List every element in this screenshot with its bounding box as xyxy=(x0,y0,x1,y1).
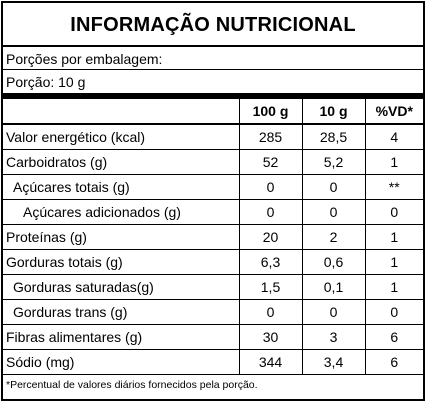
value-per-100g: 6,3 xyxy=(238,248,302,274)
nutrition-facts-panel: INFORMAÇÃO NUTRICIONAL Porções por embal… xyxy=(1,1,425,401)
header-per-serving: 10 g xyxy=(301,99,365,125)
header-per-100g: 100 g xyxy=(238,99,302,125)
value-per-serving: 2 xyxy=(301,223,365,249)
value-per-100g: 344 xyxy=(238,348,302,374)
nutrient-label: Fibras alimentares (g) xyxy=(3,323,239,349)
table-row: Sódio (mg) 344 3,4 6 xyxy=(3,348,423,374)
value-per-100g: 0 xyxy=(238,173,302,199)
table-row: Valor energético (kcal) 285 28,5 4 xyxy=(3,124,423,149)
value-daily-percent: 0 xyxy=(364,298,423,324)
value-per-100g: 0 xyxy=(238,198,302,224)
nutrient-label: Açúcares adicionados (g) xyxy=(3,198,239,224)
value-per-100g: 0 xyxy=(238,298,302,324)
header-daily-value: %VD* xyxy=(364,99,423,125)
footnote: *Percentual de valores diários fornecido… xyxy=(3,374,423,396)
nutrient-label: Gorduras totais (g) xyxy=(3,248,239,274)
value-per-serving: 28,5 xyxy=(301,124,365,149)
nutrient-label: Açúcares totais (g) xyxy=(3,173,239,199)
value-per-serving: 0 xyxy=(301,298,365,324)
value-per-100g: 1,5 xyxy=(238,273,302,299)
value-daily-percent: ** xyxy=(364,173,423,199)
table-row: Fibras alimentares (g) 30 3 6 xyxy=(3,323,423,349)
value-per-serving: 0,6 xyxy=(301,248,365,274)
value-per-serving: 5,2 xyxy=(301,148,365,174)
value-daily-percent: 1 xyxy=(364,273,423,299)
value-per-serving: 3 xyxy=(301,323,365,349)
value-daily-percent: 0 xyxy=(364,198,423,224)
value-per-serving: 0 xyxy=(301,198,365,224)
nutrient-label: Sódio (mg) xyxy=(3,348,239,374)
table-row: Gorduras saturadas(g) 1,5 0,1 1 xyxy=(3,273,423,299)
value-per-100g: 52 xyxy=(238,148,302,174)
table-row: Carboidratos (g) 52 5,2 1 xyxy=(3,148,423,174)
table-row: Gorduras trans (g) 0 0 0 xyxy=(3,298,423,324)
header-blank xyxy=(3,99,239,125)
panel-title: INFORMAÇÃO NUTRICIONAL xyxy=(3,3,423,47)
serving-size: Porção: 10 g xyxy=(6,74,86,90)
table-row: Gorduras totais (g) 6,3 0,6 1 xyxy=(3,248,423,274)
value-per-serving: 0,1 xyxy=(301,273,365,299)
nutrient-label: Proteínas (g) xyxy=(3,223,239,249)
nutrition-table: 100 g 10 g %VD* Valor energético (kcal) 2… xyxy=(3,99,423,374)
value-daily-percent: 6 xyxy=(364,323,423,349)
servings-per-package: Porções por embalagem: xyxy=(3,47,423,70)
value-per-100g: 30 xyxy=(238,323,302,349)
table-header-row: 100 g 10 g %VD* xyxy=(3,99,423,125)
nutrient-label: Valor energético (kcal) xyxy=(6,128,146,145)
value-daily-percent: 1 xyxy=(364,223,423,249)
thick-divider xyxy=(3,93,423,99)
nutrient-label: Gorduras trans (g) xyxy=(3,298,239,324)
table-row: Açúcares adicionados (g) 0 0 0 xyxy=(3,198,423,224)
nutrient-label: Gorduras saturadas(g) xyxy=(3,273,239,299)
value-daily-percent: 1 xyxy=(364,148,423,174)
value-daily-percent: 1 xyxy=(364,248,423,274)
value-per-serving: 3,4 xyxy=(301,348,365,374)
nutrient-label: Carboidratos (g) xyxy=(3,148,239,174)
table-row: Proteínas (g) 20 2 1 xyxy=(3,223,423,249)
value-per-100g: 20 xyxy=(238,223,302,249)
value-per-serving: 0 xyxy=(301,173,365,199)
value-daily-percent: 6 xyxy=(364,348,423,374)
value-daily-percent: 4 xyxy=(364,124,423,149)
value-per-100g: 285 xyxy=(238,124,302,149)
table-row: Açúcares totais (g) 0 0 ** xyxy=(3,173,423,199)
